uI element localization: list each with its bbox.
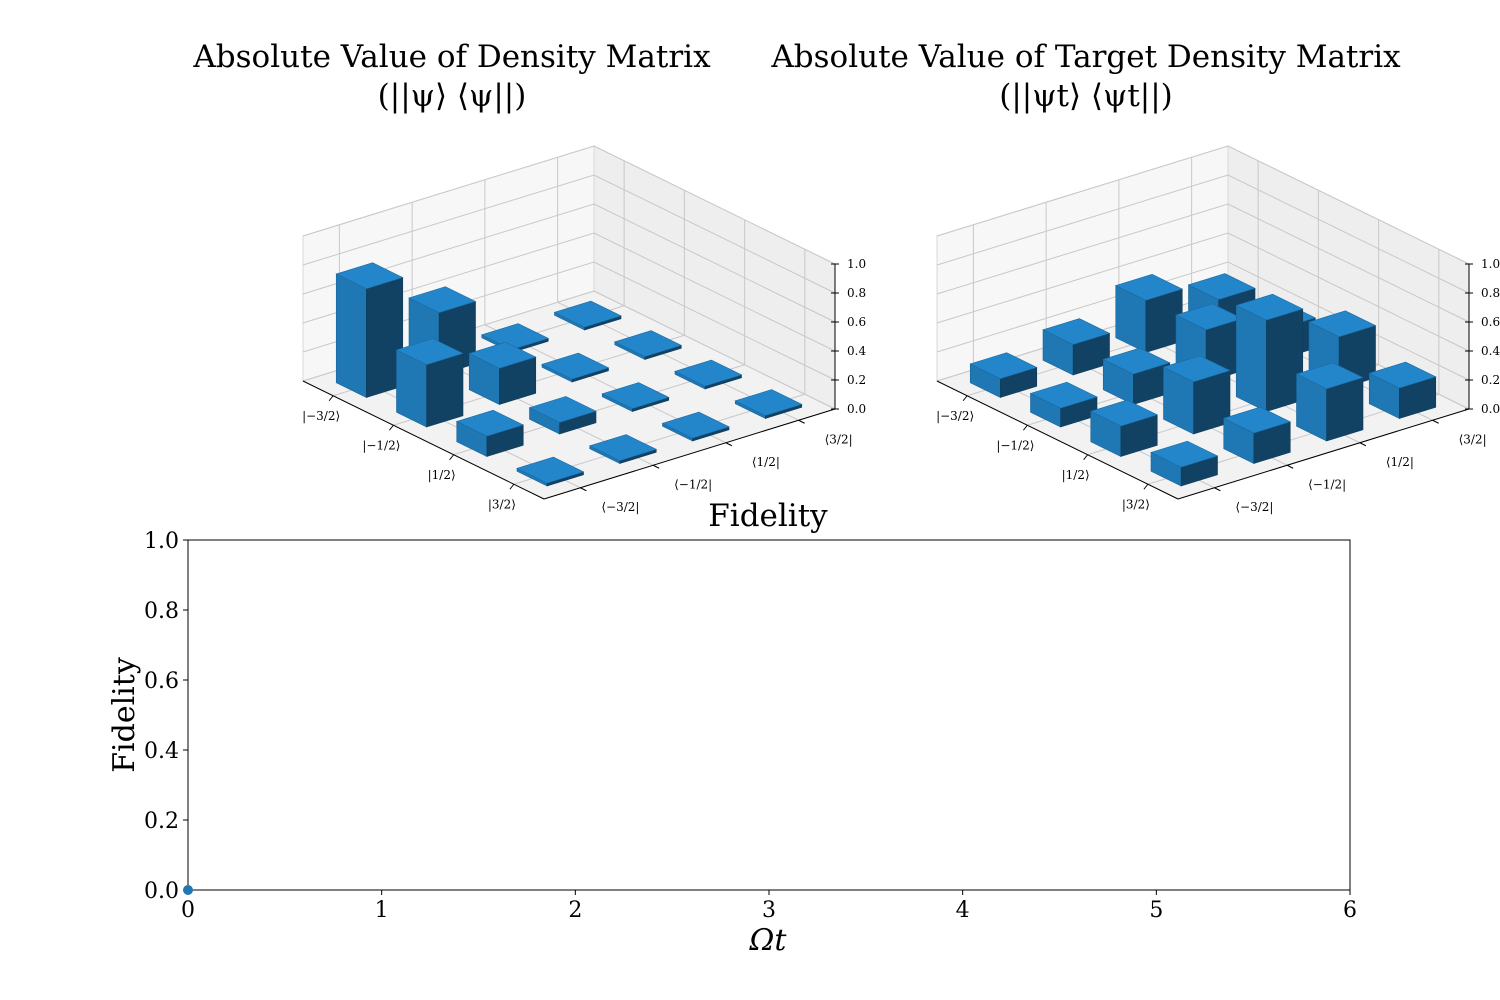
col-tick-label: ⟨3/2| xyxy=(1459,432,1487,446)
bar-3-0 xyxy=(516,456,585,487)
fidelity-point xyxy=(183,885,193,895)
bar-1-0 xyxy=(1029,381,1098,428)
row-tick-label: |−1/2⟩ xyxy=(996,438,1034,452)
col-tick-label: ⟨3/2| xyxy=(825,432,853,446)
bar-2-1 xyxy=(1162,355,1231,435)
y-tick-label: 0.4 xyxy=(144,739,179,764)
z-axis: 0.0 0.2 0.4 0.6 0.8 1.0 xyxy=(1465,257,1500,416)
x-tick-label: 3 xyxy=(762,898,776,923)
target-title-line2: (||ψt⟩ ⟨ψt||) xyxy=(999,78,1173,114)
z-tick-label: 0.2 xyxy=(1481,373,1500,387)
x-tick-label: 5 xyxy=(1149,898,1163,923)
row-tick-label: |−3/2⟩ xyxy=(302,409,340,423)
density-title-line1: Absolute Value of Density Matrix xyxy=(192,39,711,75)
target-title-line1: Absolute Value of Target Density Matrix xyxy=(770,39,1401,75)
z-tick-label: 0.4 xyxy=(847,344,866,358)
z-tick-label: 0.4 xyxy=(1481,344,1500,358)
bar-2-1 xyxy=(528,396,597,435)
density-title-line2: (||ψ⟩ ⟨ψ||) xyxy=(378,78,527,114)
bar-1-2 xyxy=(541,352,610,383)
col-tick-label: ⟨1/2| xyxy=(752,455,780,469)
row-axis: |−3/2⟩ |−1/2⟩ |1/2⟩ |3/2⟩ xyxy=(936,380,1179,511)
y-tick-label: 1.0 xyxy=(144,529,179,554)
x-tick-label: 1 xyxy=(375,898,389,923)
row-tick-label: |−3/2⟩ xyxy=(936,409,974,423)
bar-2-0 xyxy=(1089,399,1159,457)
bar-1-1 xyxy=(468,341,537,405)
row-tick-label: |3/2⟩ xyxy=(488,497,516,511)
z-tick-label: 1.0 xyxy=(847,257,866,271)
x-tick-label: 2 xyxy=(568,898,582,923)
row-tick-label: |1/2⟩ xyxy=(428,468,456,482)
bar-0-1 xyxy=(1042,318,1111,376)
col-tick-label: ⟨−3/2| xyxy=(601,500,639,514)
z-tick-label: 0.6 xyxy=(847,315,866,329)
bar-2-2 xyxy=(1235,293,1304,412)
y-tick-label: 0.2 xyxy=(144,809,179,834)
y-tick-label: 0.0 xyxy=(144,879,179,904)
fidelity-y-label: Fidelity xyxy=(107,657,142,773)
col-tick-label: ⟨1/2| xyxy=(1386,455,1414,469)
bar-1-1 xyxy=(1102,347,1171,405)
row-tick-label: |1/2⟩ xyxy=(1062,468,1090,482)
z-tick-label: 0.6 xyxy=(1481,315,1500,329)
row-tick-label: |−1/2⟩ xyxy=(362,438,400,452)
bar-3-3 xyxy=(1368,361,1437,419)
col-tick-label: ⟨−1/2| xyxy=(674,477,712,491)
bar-1-0 xyxy=(395,338,464,428)
x-tick-label: 0 xyxy=(181,898,195,923)
y-tick-label: 0.6 xyxy=(144,669,179,694)
row-tick-label: |3/2⟩ xyxy=(1122,497,1150,511)
y-tick-label: 0.8 xyxy=(144,599,179,624)
x-tick-label: 4 xyxy=(956,898,970,923)
z-tick-label: 0.2 xyxy=(847,373,866,387)
z-tick-label: 0.8 xyxy=(1481,286,1500,300)
col-axis: ⟨−3/2| ⟨−1/2| ⟨1/2| ⟨3/2| xyxy=(543,408,853,514)
col-tick-label: ⟨−1/2| xyxy=(1308,477,1346,491)
target-density-matrix-3d-chart: 0.0 0.2 0.4 0.6 0.8 1.0 |−3/2⟩ |−1/2⟩ |1/2⟩ |3/2⟩… xyxy=(935,145,1500,514)
bar-0-3 xyxy=(553,300,622,331)
x-tick-label: 6 xyxy=(1343,898,1357,923)
bar-0-2 xyxy=(1114,273,1184,353)
z-tick-label: 0.0 xyxy=(1481,402,1500,416)
z-axis: 0.0 0.2 0.4 0.6 0.8 1.0 xyxy=(831,257,866,416)
z-tick-label: 0.8 xyxy=(847,286,866,300)
bar-3-1 xyxy=(588,434,658,464)
bar-3-2 xyxy=(1295,362,1364,442)
bar-2-2 xyxy=(601,382,670,412)
fidelity-axes: 0 1 2 3 4 5 6 0.0 0.2 0.4 0.6 0.8 1.0 xyxy=(144,529,1357,923)
bar-3-1 xyxy=(1222,406,1292,464)
bar-2-0 xyxy=(455,409,525,457)
bar-0-0 xyxy=(969,352,1038,398)
fidelity-plot-frame xyxy=(187,539,1351,891)
bar-0-0 xyxy=(335,262,404,398)
fidelity-x-label: Ωt xyxy=(749,923,788,958)
col-tick-label: ⟨−3/2| xyxy=(1235,500,1273,514)
bar-2-3 xyxy=(674,359,743,390)
bar-1-3 xyxy=(613,330,683,360)
density-matrix-3d-chart: 0.0 0.2 0.4 0.6 0.8 1.0 |−3/2⟩ |−1/2⟩ |1/2⟩ |3/2⟩… xyxy=(301,145,866,514)
fidelity-title: Fidelity xyxy=(708,498,828,534)
bar-3-2 xyxy=(661,411,730,442)
row-axis: |−3/2⟩ |−1/2⟩ |1/2⟩ |3/2⟩ xyxy=(302,380,545,511)
col-axis: ⟨−3/2| ⟨−1/2| ⟨1/2| ⟨3/2| xyxy=(1177,408,1487,514)
bar-3-0 xyxy=(1150,440,1219,487)
bar-3-3 xyxy=(734,389,803,419)
z-tick-label: 1.0 xyxy=(1481,257,1500,271)
z-tick-label: 0.0 xyxy=(847,402,866,416)
